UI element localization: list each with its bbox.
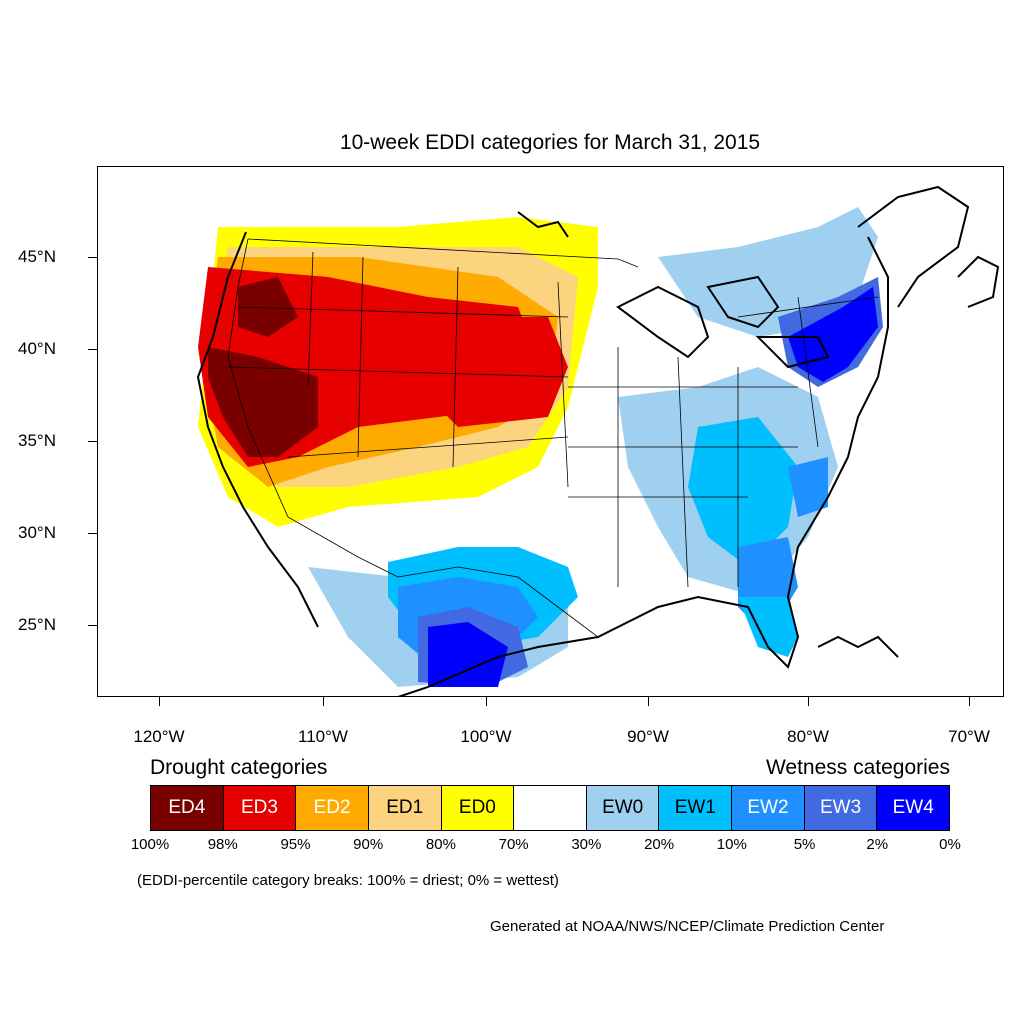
legend-break-label: 70% bbox=[498, 836, 529, 853]
legend-break-label: 80% bbox=[425, 836, 456, 853]
lon-label-80: 80°W bbox=[787, 727, 829, 746]
lon-tick-80 bbox=[808, 697, 809, 706]
legend-colorbar: ED4 ED3 ED2 ED1 ED0 EW0 EW1 EW2 EW3 EW4 bbox=[150, 785, 950, 831]
lon-label-110: 110°W bbox=[298, 727, 348, 746]
ed4-great-basin bbox=[208, 347, 318, 457]
legend-cell-ed2: ED2 bbox=[296, 786, 369, 830]
lat-label-25: 25°N bbox=[18, 615, 56, 634]
credit-line: Generated at NOAA/NWS/NCEP/Climate Predi… bbox=[490, 918, 885, 935]
lat-label-45: 45°N bbox=[18, 247, 56, 266]
lat-tick-25 bbox=[88, 625, 97, 626]
lon-label-90: 90°W bbox=[627, 727, 669, 746]
lat-label-30: 30°N bbox=[18, 523, 56, 542]
lon-label-70: 70°W bbox=[948, 727, 990, 746]
legend-cell-ed3: ED3 bbox=[223, 786, 297, 830]
ew2-carolinas bbox=[788, 457, 828, 517]
legend-cell-ew2: EW2 bbox=[732, 786, 805, 830]
legend-break-label: 98% bbox=[207, 836, 238, 853]
map-panel bbox=[97, 166, 1004, 697]
legend-cell-ew3: EW3 bbox=[804, 786, 878, 830]
legend-break-label: 30% bbox=[571, 836, 602, 853]
legend-break-label: 100% bbox=[130, 836, 170, 853]
lat-label-40: 40°N bbox=[18, 339, 56, 358]
eddi-map bbox=[193, 177, 1000, 696]
ew1-florida bbox=[738, 597, 798, 657]
lon-tick-90 bbox=[648, 697, 649, 706]
lon-tick-100 bbox=[486, 697, 487, 706]
ed3-plains bbox=[418, 317, 568, 427]
legend-break-label: 95% bbox=[280, 836, 311, 853]
lon-label-100: 100°W bbox=[460, 727, 512, 746]
lon-tick-110 bbox=[323, 697, 324, 706]
ew4-texas bbox=[428, 622, 508, 687]
drought-heading: Drought categories bbox=[150, 756, 328, 779]
wetness-heading: Wetness categories bbox=[765, 756, 950, 779]
lat-tick-30 bbox=[88, 533, 97, 534]
category-note: (EDDI-percentile category breaks: 100% =… bbox=[137, 872, 559, 889]
legend-break-label: 0% bbox=[939, 836, 961, 853]
coastlines bbox=[196, 185, 1000, 696]
ew4-northeast bbox=[788, 287, 878, 382]
ed4-oregon bbox=[238, 277, 298, 337]
lat-tick-40 bbox=[88, 349, 97, 350]
ew1-east bbox=[688, 417, 798, 567]
lat-tick-35 bbox=[88, 441, 97, 442]
legend-cell-ew1: EW1 bbox=[659, 786, 733, 830]
lon-label-120: 120°W bbox=[133, 727, 185, 746]
legend-cell-ed1: ED1 bbox=[368, 786, 442, 830]
legend-cell-neutral bbox=[514, 786, 587, 830]
chart-title: 10-week EDDI categories for March 31, 20… bbox=[339, 131, 761, 154]
legend-break-label: 10% bbox=[716, 836, 747, 853]
legend-break-label: 20% bbox=[644, 836, 675, 853]
legend-break-label: 90% bbox=[353, 836, 384, 853]
legend-break-label: 5% bbox=[793, 836, 816, 853]
lat-tick-45 bbox=[88, 257, 97, 258]
lon-tick-120 bbox=[159, 697, 160, 706]
lon-tick-70 bbox=[969, 697, 970, 706]
legend-cell-ed0: ED0 bbox=[441, 786, 515, 830]
legend-break-label: 2% bbox=[866, 836, 889, 853]
lat-label-35: 35°N bbox=[18, 431, 56, 450]
legend-cell-ed4: ED4 bbox=[151, 786, 224, 830]
legend-cell-ew0: EW0 bbox=[586, 786, 660, 830]
legend-cell-ew4: EW4 bbox=[877, 786, 950, 830]
state-boundaries bbox=[227, 238, 879, 638]
